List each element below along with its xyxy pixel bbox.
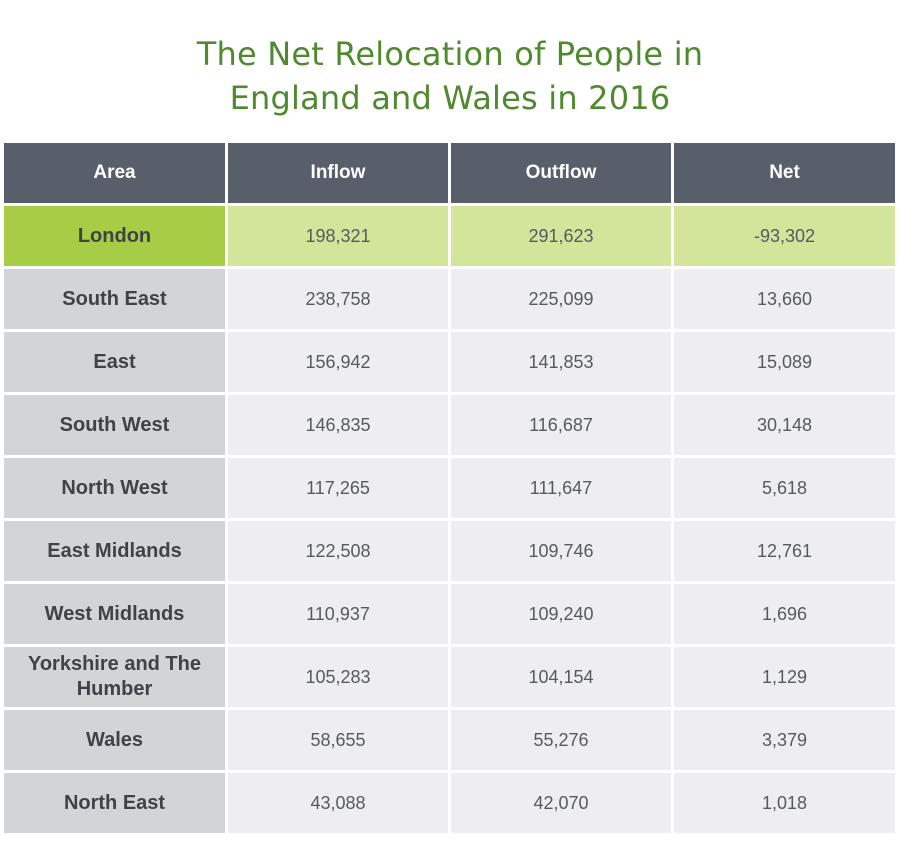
outflow-cell: 141,853 [451,332,671,392]
inflow-cell: 156,942 [228,332,448,392]
inflow-cell: 122,508 [228,521,448,581]
outflow-cell: 55,276 [451,710,671,770]
inflow-cell: 110,937 [228,584,448,644]
inflow-cell: 238,758 [228,269,448,329]
area-cell: South East [4,269,225,329]
chart-title-line-1: The Net Relocation of People in [196,35,704,73]
column-header-inflow: Inflow [228,143,448,203]
net-cell: 3,379 [674,710,895,770]
inflow-cell: 105,283 [228,647,448,707]
outflow-cell: 109,746 [451,521,671,581]
outflow-cell: 42,070 [451,773,671,833]
net-cell: 1,696 [674,584,895,644]
net-cell: 12,761 [674,521,895,581]
inflow-cell: 198,321 [228,206,448,266]
net-cell: 5,618 [674,458,895,518]
outflow-cell: 111,647 [451,458,671,518]
area-cell: North East [4,773,225,833]
inflow-cell: 117,265 [228,458,448,518]
area-cell: London [4,206,225,266]
net-cell: 1,129 [674,647,895,707]
chart-title-line-2: England and Wales in 2016 [229,79,671,117]
net-cell: 1,018 [674,773,895,833]
net-cell: -93,302 [674,206,895,266]
chart-title: The Net Relocation of People in England … [0,32,900,120]
outflow-cell: 116,687 [451,395,671,455]
area-cell: Yorkshire and The Humber [4,647,225,707]
net-cell: 15,089 [674,332,895,392]
column-header-area: Area [4,143,225,203]
outflow-cell: 225,099 [451,269,671,329]
column-header-net: Net [674,143,895,203]
column-header-outflow: Outflow [451,143,671,203]
outflow-cell: 291,623 [451,206,671,266]
net-cell: 30,148 [674,395,895,455]
area-cell: North West [4,458,225,518]
area-cell: East Midlands [4,521,225,581]
area-cell: West Midlands [4,584,225,644]
outflow-cell: 104,154 [451,647,671,707]
relocation-table: Area Inflow Outflow Net London 198,321 291… [4,143,895,833]
area-cell: East [4,332,225,392]
net-cell: 13,660 [674,269,895,329]
area-cell: South West [4,395,225,455]
inflow-cell: 43,088 [228,773,448,833]
outflow-cell: 109,240 [451,584,671,644]
area-cell: Wales [4,710,225,770]
inflow-cell: 146,835 [228,395,448,455]
inflow-cell: 58,655 [228,710,448,770]
